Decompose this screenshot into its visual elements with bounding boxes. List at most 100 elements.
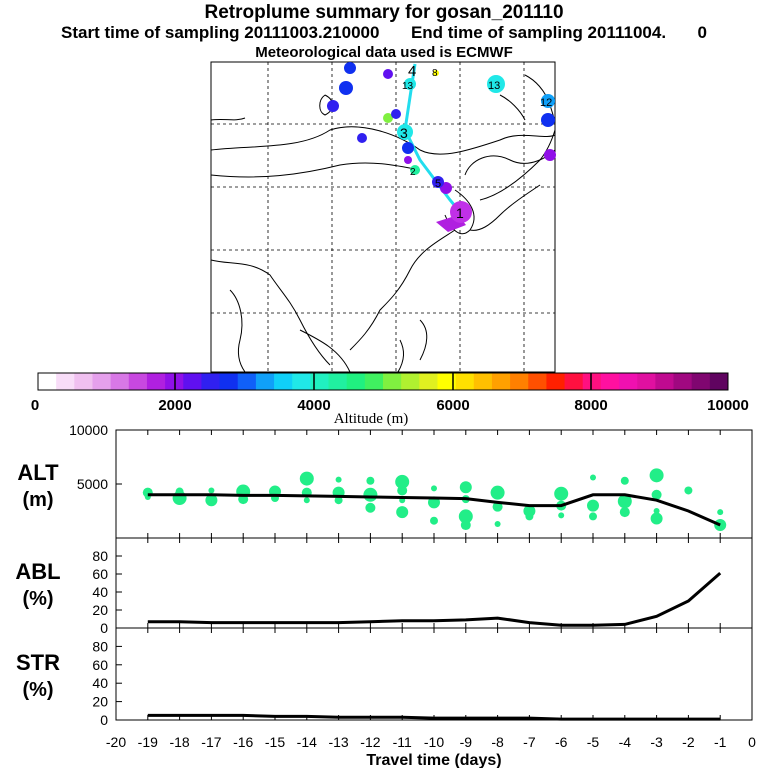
plume-point [335, 476, 342, 483]
map-cluster [541, 113, 555, 127]
plume-point [395, 474, 410, 489]
end-time-suffix: 0 [697, 23, 707, 42]
map-cluster [344, 62, 356, 74]
plume-point [396, 506, 409, 519]
x-tick-label: -6 [555, 734, 568, 750]
colorbar-swatch [146, 373, 166, 390]
map-cluster [541, 94, 555, 108]
colorbar-swatch [328, 373, 348, 390]
colorbar-swatch [346, 373, 366, 390]
y-tick-label: 10000 [69, 422, 108, 438]
panel-yunit: (m) [22, 489, 53, 511]
colorbar-swatch [600, 373, 620, 390]
colorbar: 0 2000 4000 6000 8000 10000 [31, 372, 749, 414]
map-plume-clusters [327, 62, 556, 223]
plume-point [619, 507, 630, 518]
x-tick-label: -18 [169, 734, 189, 750]
colorbar-label: Altitude (m) [334, 411, 409, 427]
colorbar-swatch [619, 373, 638, 390]
colorbar-tick-label: 2000 [158, 397, 191, 414]
panel-yunit: (%) [22, 588, 53, 610]
colorbar-swatch [92, 373, 112, 390]
colorbar-swatch [510, 373, 529, 390]
colorbar-swatch [582, 373, 602, 390]
map-cluster [327, 100, 339, 112]
plume-point [205, 494, 218, 507]
panel-frame [115, 537, 753, 629]
colorbar-swatch [237, 373, 257, 390]
y-tick-label: 40 [92, 584, 108, 600]
colorbar-swatch [56, 373, 75, 390]
colorbar-swatch [74, 373, 93, 390]
plume-point [651, 489, 662, 500]
x-tick-label: -7 [523, 734, 536, 750]
colorbar-tick-label: 6000 [436, 397, 469, 414]
plume-point [365, 502, 376, 513]
x-tick-label: -3 [650, 734, 663, 750]
colorbar-tick-label: 10000 [707, 397, 749, 414]
colorbar-tick-label: 4000 [297, 397, 330, 414]
colorbar-swatch [673, 373, 693, 390]
map-cluster [404, 156, 412, 164]
map-track-label: 1 [456, 205, 464, 221]
plume-point [620, 476, 629, 485]
colorbar-swatch [564, 373, 584, 390]
colorbar-swatch [655, 373, 675, 390]
map-graticule [211, 62, 555, 372]
map-track-label: 13 [402, 81, 414, 92]
plume-point [653, 508, 660, 514]
panel-ylabel: STR [16, 650, 60, 675]
chart-title: Retroplume summary for gosan_201110 [204, 2, 564, 23]
y-tick-label: 0 [100, 620, 108, 636]
plume-point [459, 481, 472, 494]
colorbar-swatch [110, 373, 130, 390]
map-track-label: 12 [540, 97, 552, 109]
plume-point [299, 471, 314, 486]
x-tick-label: -4 [619, 734, 632, 750]
colorbar-swatch [292, 373, 311, 390]
x-tick-label: -10 [424, 734, 444, 750]
map-cluster [544, 149, 556, 161]
plume-point [490, 485, 505, 500]
sampling-times: Start time of sampling 20111003.210000 E… [0, 23, 768, 43]
y-tick-label: 60 [92, 657, 108, 673]
colorbar-frame [37, 372, 729, 391]
plume-point [650, 512, 663, 525]
colorbar-swatch [383, 373, 402, 390]
meteo-note: Meteorological data used is ECMWF [255, 44, 513, 61]
x-tick-label: -8 [491, 734, 504, 750]
plume-point [494, 520, 501, 527]
x-tick-label: 0 [748, 734, 756, 750]
y-tick-label: 40 [92, 675, 108, 691]
x-tick-label: -19 [138, 734, 158, 750]
plume-point [590, 474, 596, 481]
start-time: Start time of sampling 20111003.210000 [61, 23, 380, 42]
colorbar-swatch [437, 373, 457, 390]
colorbar-swatch [528, 373, 547, 390]
panel-abl: 80 60 40 20 0 ABL (%) [15, 537, 753, 636]
x-tick-label: -9 [460, 734, 473, 750]
colorbar-swatch [691, 373, 711, 390]
plume-point [363, 487, 378, 502]
x-tick-label: -11 [393, 734, 412, 750]
map-cluster [339, 81, 353, 95]
colorbar-swatch [274, 373, 293, 390]
map-track-label: 2 [410, 167, 416, 178]
plume-point [492, 501, 503, 512]
colorbar-tick-label: 0 [31, 397, 39, 414]
map-track-label: 3 [400, 125, 408, 141]
plume-point [208, 487, 215, 494]
map-cluster [383, 69, 393, 79]
colorbar-swatch [546, 373, 566, 390]
x-tick-label: -14 [297, 734, 317, 750]
plume-point [431, 485, 437, 492]
y-tick-label: 5000 [77, 476, 108, 492]
colorbar-swatch [455, 373, 475, 390]
x-tick-label: -17 [201, 734, 221, 750]
x-tick-label: -15 [265, 734, 285, 750]
map-mean-track [403, 63, 462, 213]
panel-yunit: (%) [22, 679, 53, 701]
map-cluster [397, 124, 413, 140]
colorbar-swatch [183, 373, 202, 390]
